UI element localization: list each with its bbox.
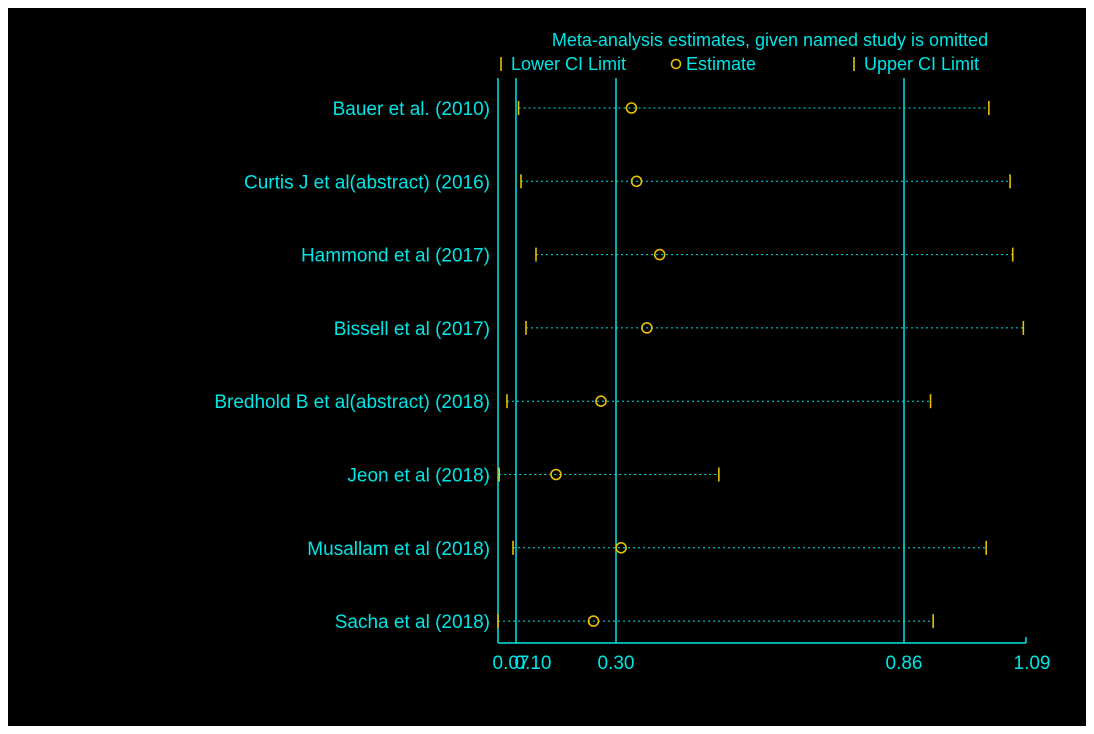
estimate-marker (653, 248, 666, 261)
study-label: Sacha et al (2018) (335, 612, 490, 633)
legend-label: Estimate (686, 54, 756, 74)
x-tick-label: 0.86 (886, 653, 923, 674)
estimate-marker (595, 395, 607, 408)
estimate-marker (630, 175, 643, 188)
x-tick-label: 0.30 (598, 653, 635, 674)
study-label: Musallam et al (2018) (307, 539, 490, 560)
estimate-marker (625, 102, 638, 114)
legend: Lower CI Limit Estimate Upper CI Limit (500, 54, 979, 74)
study-label: Jeon et al (2018) (347, 466, 490, 487)
plot-axes: 0.070.10 0.30 0.86 1.09 (493, 78, 1051, 674)
influence-plot: Meta-analysis estimates, given named stu… (214, 30, 1051, 674)
legend-label: Upper CI Limit (864, 54, 979, 74)
chart-title: Meta-analysis estimates, given named stu… (552, 30, 988, 50)
estimate-marker (615, 541, 627, 554)
plot-marks: Bauer et al. (2010) Curtis J et al(abstra… (214, 99, 1025, 633)
estimate-marker (641, 322, 653, 334)
legend-label: Lower CI Limit (511, 54, 626, 74)
study-label: Bredhold B et al(abstract) (2018) (214, 392, 490, 413)
x-tick-label: 1.09 (1014, 653, 1051, 674)
x-tick-label: 0.10 (515, 653, 552, 674)
estimate-marker (587, 615, 600, 627)
estimate-marker (550, 468, 562, 481)
legend-estimate-marker (670, 58, 682, 70)
x-tick-label: 0.07 (493, 653, 530, 674)
study-label: Hammond et al (2017) (301, 246, 490, 267)
study-label: Bauer et al. (2010) (333, 99, 490, 120)
study-label: Bissell et al (2017) (334, 319, 490, 340)
study-label: Curtis J et al(abstract) (2016) (244, 172, 490, 193)
chart-panel: Meta-analysis estimates, given named stu… (8, 8, 1086, 726)
